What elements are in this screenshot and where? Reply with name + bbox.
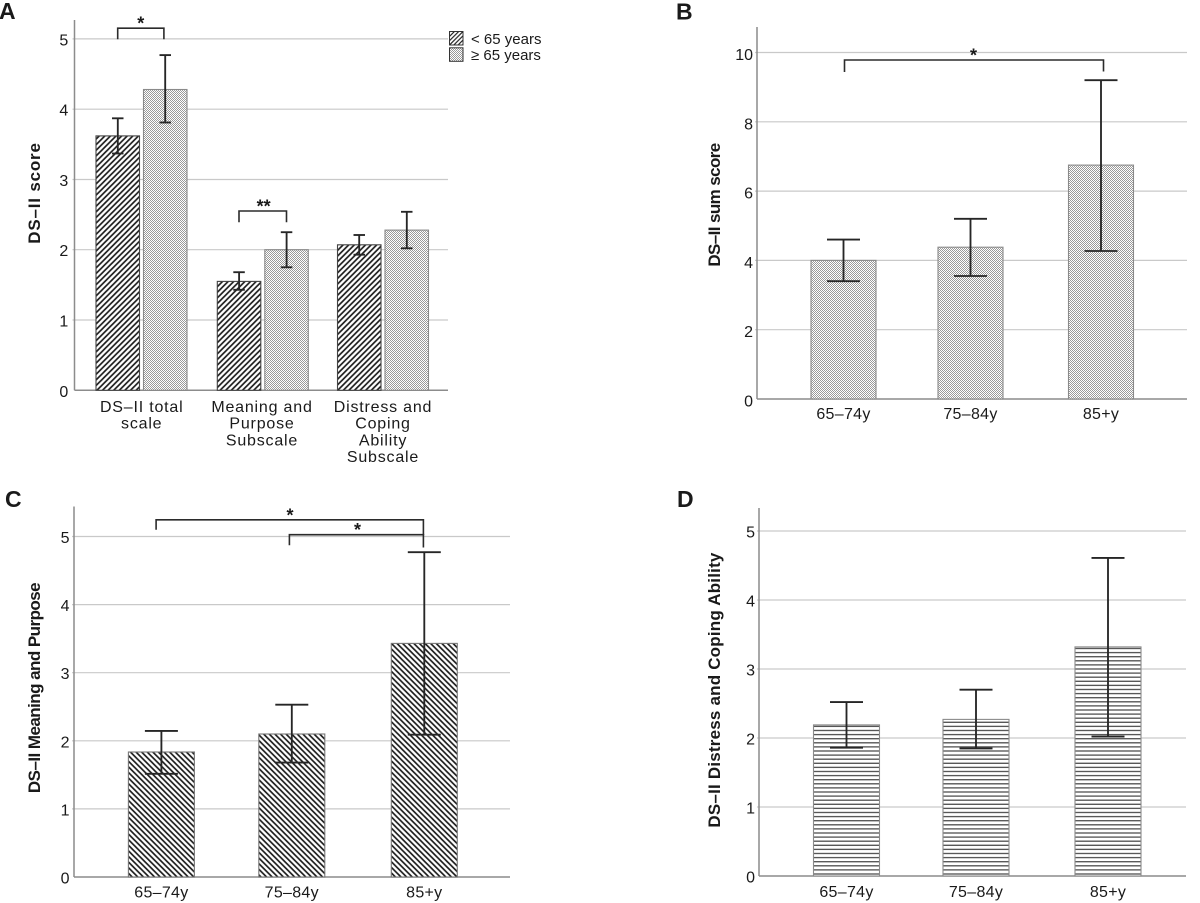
svg-text:3: 3 [746,663,755,680]
svg-text:0: 0 [61,871,70,888]
svg-text:≥ 65 years: ≥ 65 years [471,47,541,64]
svg-text:3: 3 [61,666,70,683]
svg-text:85+y: 85+y [1090,884,1126,901]
svg-text:Ability: Ability [359,432,407,449]
svg-text:0: 0 [59,384,68,401]
svg-text:Purpose: Purpose [229,416,294,433]
svg-text:4: 4 [746,594,755,611]
svg-text:Subscale: Subscale [347,449,419,466]
svg-text:1: 1 [746,801,755,818]
svg-text:B: B [676,0,693,24]
svg-text:6: 6 [744,186,753,203]
svg-text:scale: scale [121,416,162,433]
svg-text:C: C [5,486,22,512]
svg-text:75–84y: 75–84y [949,884,1003,901]
svg-text:DS–II Meaning and Purpose: DS–II Meaning and Purpose [25,583,44,793]
svg-text:85+y: 85+y [1083,406,1119,423]
svg-text:DS–II sum score: DS–II sum score [705,143,724,266]
svg-text:1: 1 [59,314,68,331]
svg-text:1: 1 [61,802,70,819]
svg-text:10: 10 [735,47,753,64]
svg-text:D: D [677,486,694,512]
svg-text:8: 8 [744,116,753,133]
svg-text:2: 2 [59,243,68,260]
svg-text:4: 4 [59,103,68,120]
svg-text:75–84y: 75–84y [265,885,319,902]
svg-text:85+y: 85+y [406,885,442,902]
svg-text:4: 4 [61,598,70,615]
svg-text:DS–II Distress and Coping Abil: DS–II Distress and Coping Ability [705,552,724,828]
svg-text:A: A [0,0,16,24]
svg-text:65–74y: 65–74y [816,406,870,423]
svg-text:5: 5 [61,530,70,547]
svg-text:75–84y: 75–84y [943,406,997,423]
svg-text:Meaning and: Meaning and [211,399,312,416]
svg-text:*: * [970,46,977,66]
svg-text:5: 5 [59,32,68,49]
svg-text:DS–II total: DS–II total [100,399,184,416]
svg-text:3: 3 [59,173,68,190]
svg-text:0: 0 [744,394,753,411]
svg-text:Coping: Coping [355,416,411,433]
svg-text:2: 2 [744,324,753,341]
svg-text:5: 5 [746,525,755,542]
svg-text:2: 2 [746,732,755,749]
svg-text:< 65 years: < 65 years [471,31,541,48]
svg-text:Subscale: Subscale [226,432,298,449]
svg-text:2: 2 [61,734,70,751]
svg-text:Distress and: Distress and [334,399,433,416]
svg-text:65–74y: 65–74y [819,884,873,901]
svg-text:0: 0 [746,870,755,887]
svg-text:65–74y: 65–74y [134,885,188,902]
svg-text:*: * [354,520,361,540]
svg-text:**: ** [257,197,271,217]
svg-text:*: * [137,14,144,34]
svg-text:DS–II score: DS–II score [25,142,44,243]
svg-text:4: 4 [744,255,753,272]
svg-text:*: * [286,505,293,525]
